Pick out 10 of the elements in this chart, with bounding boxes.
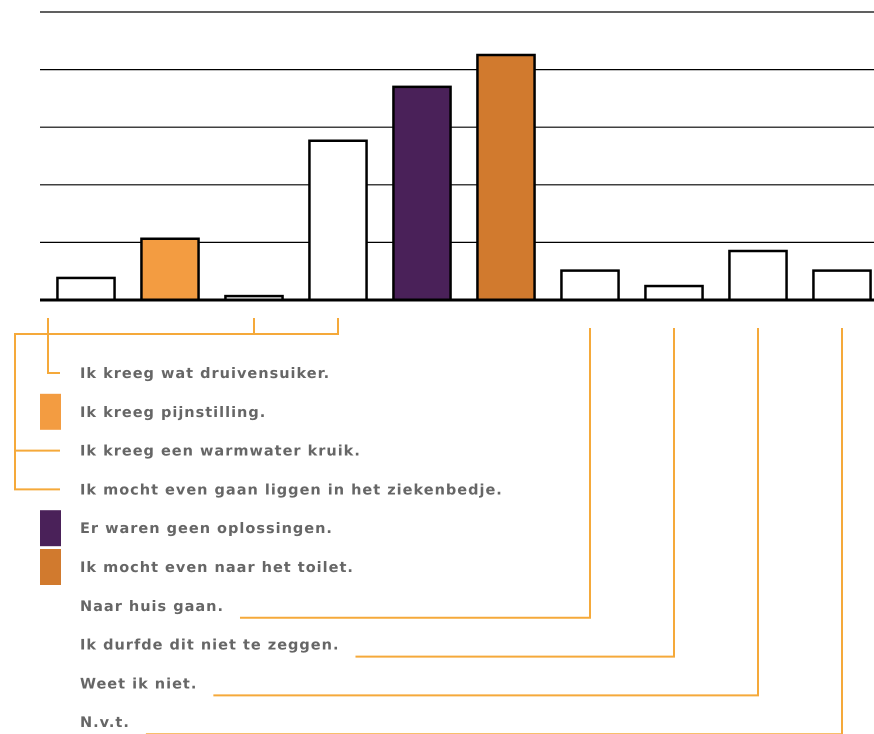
text: Ik kreeg wat druivensuiker.	[80, 366, 330, 382]
text: Ik kreeg pijnstilling.	[80, 404, 266, 421]
text: Ik durfde dit niet te zeggen.	[80, 638, 340, 654]
text: Weet ik niet.	[80, 676, 198, 692]
text: Ik mocht even naar het toilet.	[80, 560, 354, 576]
text: Naar huis gaan.	[80, 598, 224, 615]
text: Ik kreeg een warmwater kruik.	[80, 444, 361, 460]
text: N.v.t.	[80, 715, 130, 732]
text: Ik mocht even gaan liggen in het ziekenbedje.	[80, 482, 503, 498]
text: Er waren geen oplossingen.	[80, 521, 333, 538]
